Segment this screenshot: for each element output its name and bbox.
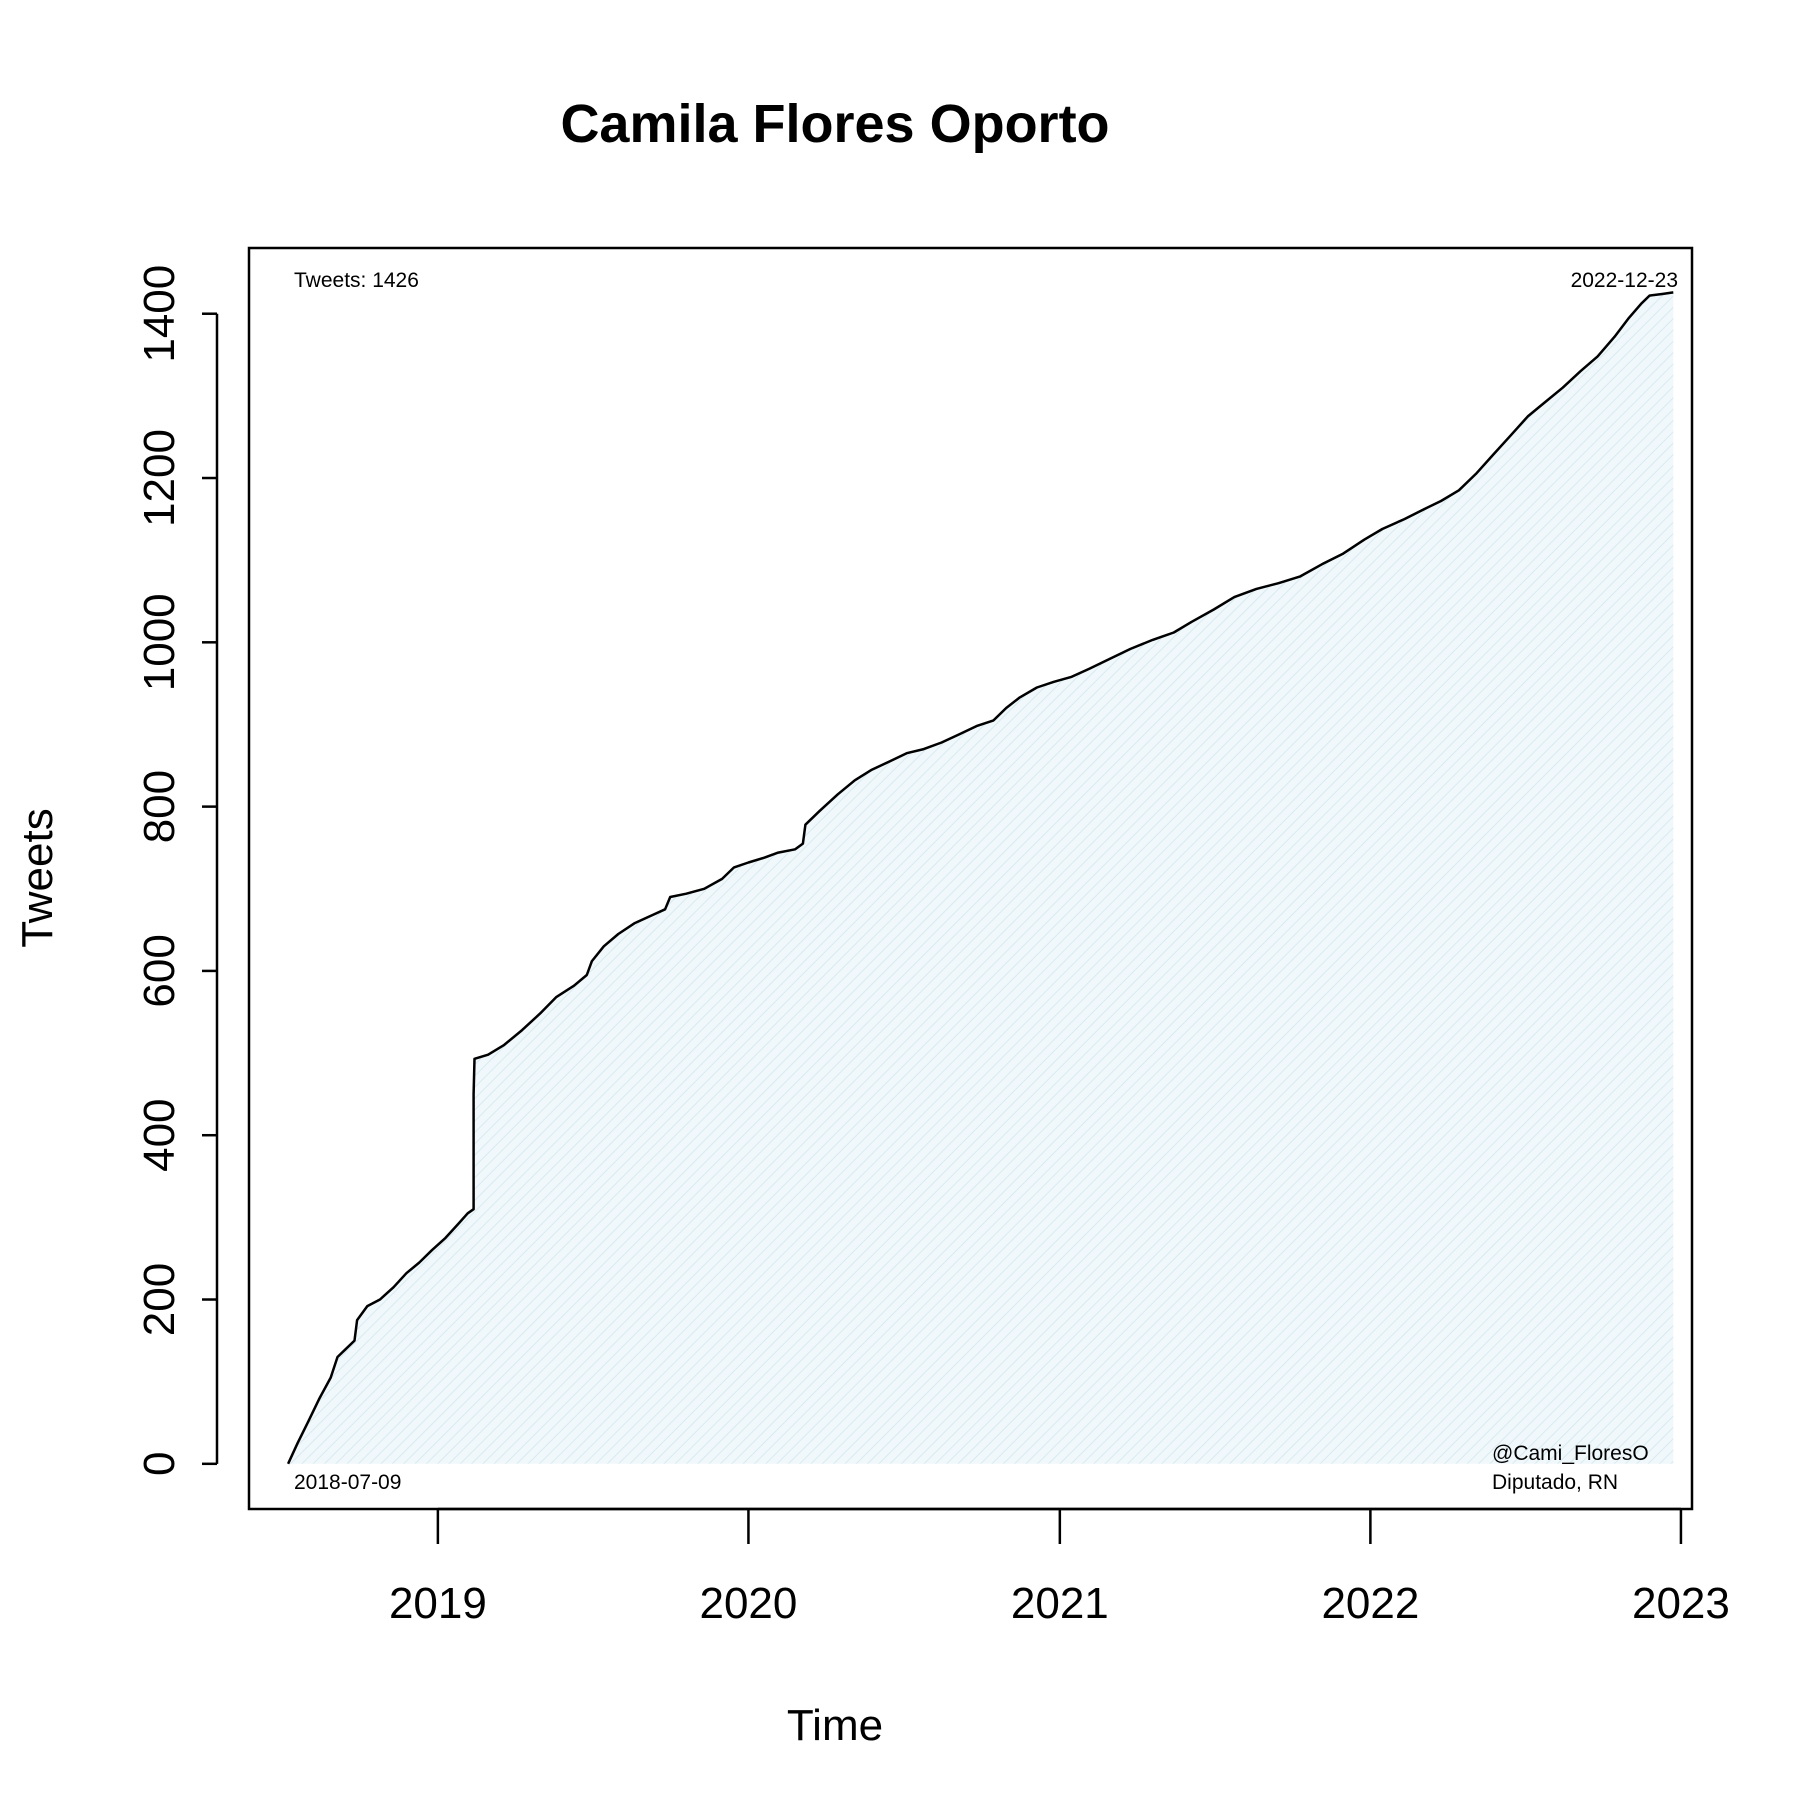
y-tick-label: 200 [135,1263,184,1336]
x-tick-label: 2022 [1321,1579,1419,1628]
x-axis: 2019 2020 2021 2022 2023 [389,1507,1730,1628]
y-tick-label: 600 [135,934,184,1007]
x-tick-label: 2020 [699,1579,797,1628]
y-tick-label: 800 [135,770,184,843]
y-tick-label: 0 [135,1452,184,1476]
y-tick-label: 400 [135,1098,184,1171]
y-tick-label: 1200 [135,429,184,527]
start-date-annotation: 2018-07-09 [294,1471,401,1494]
x-tick-label: 2021 [1011,1579,1109,1628]
series-area-fill [288,292,1674,1464]
x-tick-label: 2023 [1632,1579,1730,1628]
affiliation-annotation: Diputado, RN [1492,1471,1618,1494]
x-axis-label: Time [787,1701,883,1750]
handle-annotation: @Cami_FloresO [1492,1442,1649,1465]
y-axis-label: Tweets [13,808,62,947]
y-axis: 0 200 400 600 800 1000 1200 1400 [135,265,219,1476]
tweet-count-annotation: Tweets: 1426 [294,269,419,292]
y-tick-label: 1400 [135,265,184,363]
plot-area [286,291,1674,1465]
y-tick-label: 1000 [135,593,184,691]
chart-title: Camila Flores Oporto [560,94,1109,154]
series-line [286,291,1674,1465]
x-tick-label: 2019 [389,1579,487,1628]
end-date-annotation: 2022-12-23 [1571,269,1678,292]
